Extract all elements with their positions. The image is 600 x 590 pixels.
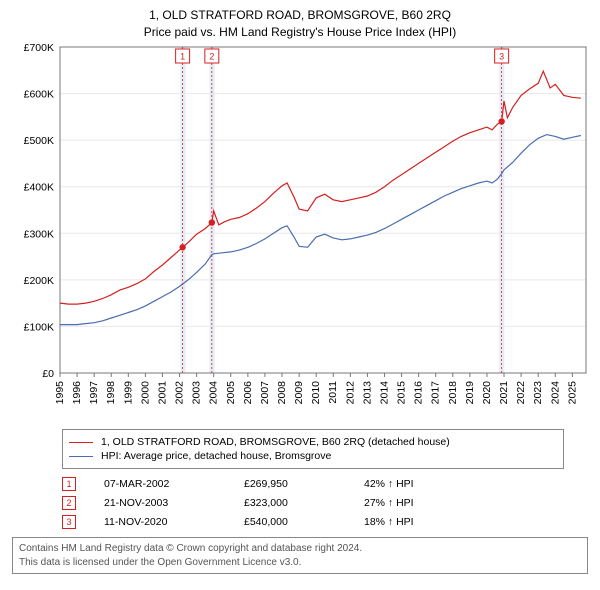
- x-tick-label: 1998: [105, 381, 117, 405]
- chart-svg: £0 £100K £200K £300K £400K £500K £600K £700K 199…: [6, 43, 594, 423]
- legend-swatch: [69, 456, 93, 457]
- marker-table-date: 07-MAR-2002: [104, 478, 244, 490]
- legend-row: 1, OLD STRATFORD ROAD, BROMSGROVE, B60 2…: [69, 436, 557, 448]
- marker-table-box: 3: [62, 515, 76, 529]
- x-tick-label: 2018: [447, 381, 459, 405]
- x-tick-label: 2000: [139, 381, 151, 405]
- x-tick-label: 2022: [515, 381, 527, 405]
- y-tick-label: £600K: [24, 89, 54, 101]
- marker-dot: [498, 118, 504, 124]
- x-tick-label: 2017: [430, 381, 442, 405]
- marker-table-pct: 42% ↑ HPI: [364, 478, 504, 490]
- x-tick-label: 2025: [566, 381, 578, 405]
- y-tick-label: £100K: [24, 321, 54, 333]
- chart-area: £0 £100K £200K £300K £400K £500K £600K £700K 199…: [6, 43, 594, 423]
- marker-number: 3: [499, 52, 504, 62]
- marker-table-date: 21-NOV-2003: [104, 497, 244, 509]
- x-tick-label: 2001: [156, 381, 168, 405]
- marker-table-box: 2: [62, 496, 76, 510]
- marker-number: 1: [180, 52, 185, 62]
- x-tick-label: 2004: [208, 381, 220, 405]
- x-tick-label: 1997: [88, 381, 100, 405]
- marker-table-row: 3 11-NOV-2020£540,00018% ↑ HPI: [62, 515, 594, 529]
- marker-table-box: 1: [62, 477, 76, 491]
- x-tick-label: 2024: [549, 381, 561, 405]
- x-tick-label: 2002: [174, 381, 186, 405]
- x-tick-label: 2005: [225, 381, 237, 405]
- x-tick-label: 2006: [242, 381, 254, 405]
- x-tick-label: 2019: [464, 381, 476, 405]
- y-tick-label: £0: [42, 368, 54, 380]
- y-tick-label: £400K: [24, 182, 54, 194]
- x-tick-label: 1999: [122, 381, 134, 405]
- y-tick-label: £700K: [24, 43, 54, 54]
- legend-box: 1, OLD STRATFORD ROAD, BROMSGROVE, B60 2…: [62, 429, 564, 469]
- marker-dot: [179, 244, 185, 250]
- legend-swatch: [69, 442, 93, 443]
- x-tick-label: 2013: [361, 381, 373, 405]
- footer-line-1: Contains HM Land Registry data © Crown c…: [19, 542, 581, 556]
- x-tick-label: 2012: [344, 381, 356, 405]
- marker-table-date: 11-NOV-2020: [104, 516, 244, 528]
- x-tick-label: 2010: [310, 381, 322, 405]
- footer-box: Contains HM Land Registry data © Crown c…: [12, 537, 588, 574]
- marker-table-pct: 27% ↑ HPI: [364, 497, 504, 509]
- legend-label: 1, OLD STRATFORD ROAD, BROMSGROVE, B60 2…: [101, 436, 450, 448]
- y-tick-label: £200K: [24, 275, 54, 287]
- marker-table-price: £540,000: [244, 516, 364, 528]
- x-tick-label: 2009: [293, 381, 305, 405]
- x-tick-label: 1996: [71, 381, 83, 405]
- marker-table-row: 2 21-NOV-2003£323,00027% ↑ HPI: [62, 496, 594, 510]
- marker-number: 2: [209, 52, 214, 62]
- title-line-2: Price paid vs. HM Land Registry's House …: [6, 25, 594, 39]
- legend-row: HPI: Average price, detached house, Brom…: [69, 450, 557, 462]
- x-tick-label: 2020: [481, 381, 493, 405]
- title-line-1: 1, OLD STRATFORD ROAD, BROMSGROVE, B60 2…: [6, 8, 594, 22]
- marker-table-pct: 18% ↑ HPI: [364, 516, 504, 528]
- x-tick-label: 2011: [327, 381, 339, 404]
- markers-table: 1 07-MAR-2002£269,95042% ↑ HPI 2 21-NOV-200…: [62, 477, 594, 529]
- x-tick-label: 2007: [259, 381, 271, 405]
- marker-table-price: £323,000: [244, 497, 364, 509]
- x-tick-label: 1995: [54, 381, 66, 405]
- y-tick-label: £300K: [24, 228, 54, 240]
- y-tick-label: £500K: [24, 135, 54, 147]
- x-tick-label: 2016: [413, 381, 425, 405]
- x-tick-label: 2008: [276, 381, 288, 405]
- footer-line-2: This data is licensed under the Open Gov…: [19, 556, 581, 570]
- x-tick-label: 2021: [498, 381, 510, 405]
- legend-label: HPI: Average price, detached house, Brom…: [101, 450, 331, 462]
- marker-table-row: 1 07-MAR-2002£269,95042% ↑ HPI: [62, 477, 594, 491]
- x-tick-label: 2015: [396, 381, 408, 405]
- x-tick-label: 2023: [532, 381, 544, 405]
- marker-dot: [209, 219, 215, 225]
- marker-table-price: £269,950: [244, 478, 364, 490]
- x-tick-label: 2003: [191, 381, 203, 405]
- x-tick-label: 2014: [378, 381, 390, 405]
